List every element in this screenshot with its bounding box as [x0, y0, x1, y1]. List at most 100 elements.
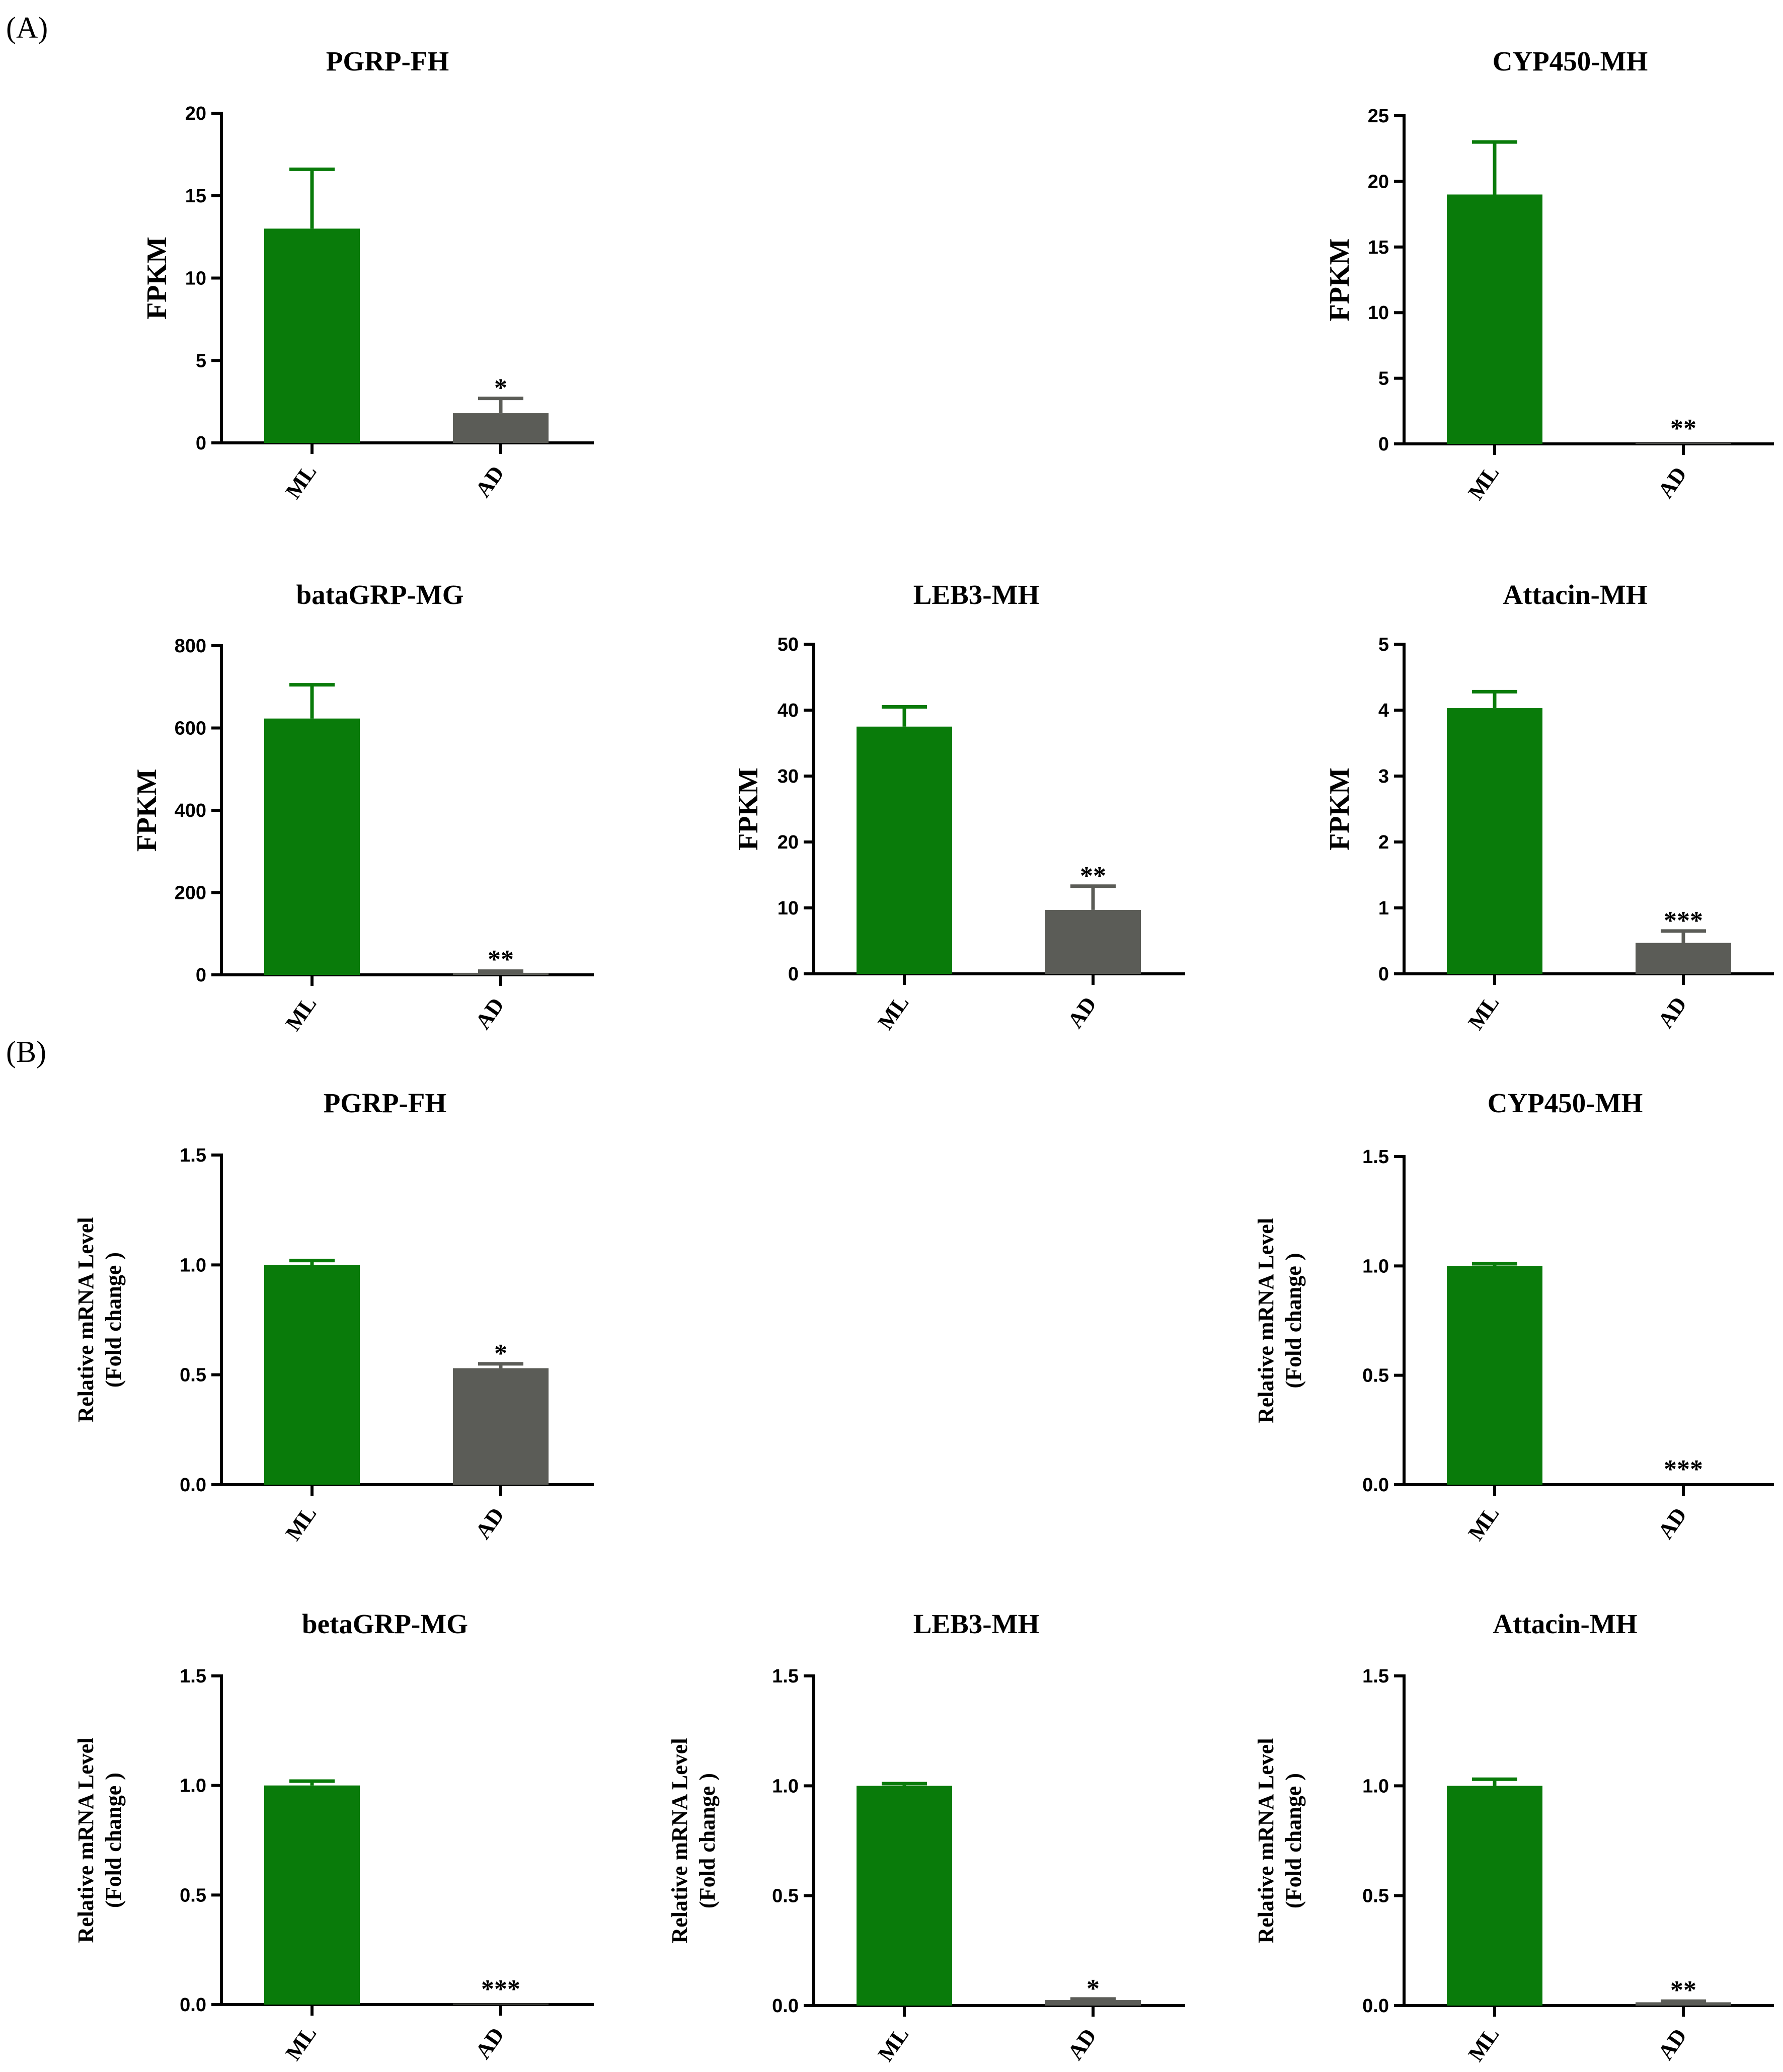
- charts-container: PGRP-FH05101520FPKMML*ADCYP450-MH0510152…: [73, 46, 1774, 2066]
- y-tick-label: 1.0: [180, 1776, 206, 1797]
- category-label-ad: AD: [1653, 463, 1692, 503]
- y-tick-label: 1.0: [180, 1255, 206, 1276]
- category-label-ad: AD: [1653, 992, 1692, 1033]
- significance-label: **: [488, 945, 514, 974]
- bar-ml: [1447, 708, 1542, 974]
- y-tick-label: 1.0: [1362, 1256, 1389, 1277]
- significance-label: ***: [481, 1975, 520, 2004]
- error-bar-ml: [289, 683, 335, 719]
- y-tick-label: 5: [1378, 368, 1389, 390]
- chart-title: CYP450-MH: [1488, 1088, 1643, 1118]
- y-tick-label: 1.5: [180, 1145, 206, 1166]
- y-tick-label: 25: [1368, 106, 1389, 127]
- significance-label: **: [1670, 414, 1696, 443]
- bar-ml: [264, 718, 360, 975]
- y-tick-label: 0.0: [772, 1996, 799, 2017]
- category-label-ad: AD: [471, 993, 509, 1034]
- chart-title: LEB3-MH: [913, 1608, 1040, 1639]
- y-axis-label-line-1: Relative mRNA Level: [73, 1217, 98, 1422]
- y-tick-label: 4: [1378, 700, 1389, 721]
- error-bar-ml: [1472, 689, 1517, 709]
- bar-ad: [1636, 443, 1731, 444]
- chart-8: betaGRP-MG 0.0 0.5 1.0 1.5 Relative mRNA Leve…: [73, 1608, 594, 2065]
- y-axis-label-line-2: (Fold change ): [695, 1773, 720, 1908]
- bar-ml: [857, 1786, 952, 2006]
- y-axis-label-line-1: Relative mRNA Level: [73, 1737, 98, 1943]
- y-tick-label: 5: [196, 350, 206, 371]
- bar-ml: [1447, 1266, 1542, 1485]
- category-label-ml: ML: [1463, 991, 1504, 1034]
- y-tick-label: 0.0: [1362, 1996, 1389, 2017]
- error-bar-ad: [1661, 1999, 1706, 2003]
- y-tick-label: 0: [196, 433, 206, 454]
- error-bar-ad: [478, 397, 523, 414]
- y-tick-label: 1.0: [1362, 1776, 1389, 1797]
- error-bar-ml: [289, 167, 335, 229]
- error-bar-ad: [1070, 884, 1116, 910]
- bar-ad: [453, 2003, 549, 2005]
- y-tick-label: 50: [778, 634, 799, 655]
- category-label-ad: AD: [1653, 1503, 1692, 1544]
- y-tick-label: 800: [175, 636, 206, 657]
- y-tick-label: 40: [778, 700, 799, 721]
- chart-1: PGRP-FH 0 5 10 15 20 FPKM ML * AD: [141, 46, 594, 503]
- significance-label: ***: [1664, 906, 1703, 935]
- y-tick-label: 1.5: [180, 1666, 206, 1687]
- chart-title: CYP450-MH: [1493, 46, 1648, 76]
- y-tick-label: 1.5: [1362, 1666, 1389, 1687]
- y-tick-label: 0: [1378, 964, 1389, 985]
- chart-title: bataGRP-MG: [296, 579, 463, 610]
- y-tick-label: 20: [1368, 171, 1389, 192]
- significance-label: *: [494, 374, 507, 403]
- chart-title: Attacin-MH: [1503, 579, 1647, 610]
- bar-ad: [1045, 2000, 1141, 2006]
- y-tick-label: 30: [778, 766, 799, 787]
- category-label-ml: ML: [1463, 2023, 1504, 2066]
- significance-label: **: [1080, 862, 1106, 890]
- y-tick-label: 1.5: [772, 1666, 799, 1687]
- error-bar-ad: [478, 1362, 523, 1368]
- y-tick-label: 0: [196, 965, 206, 986]
- category-label-ad: AD: [471, 462, 509, 502]
- chart-title: PGRP-FH: [324, 1088, 446, 1118]
- y-tick-label: 1: [1378, 898, 1389, 919]
- chart-6: PGRP-FH 0.0 0.5 1.0 1.5 Relative mRNA Level (F…: [73, 1088, 594, 1545]
- chart-title: LEB3-MH: [913, 579, 1040, 610]
- y-tick-label: 0.5: [180, 1885, 206, 1906]
- bar-ml: [264, 1785, 360, 2005]
- bar-ad: [453, 413, 549, 443]
- error-bar-ml: [289, 1259, 335, 1265]
- category-label-ml: ML: [281, 2022, 322, 2065]
- bar-ad: [453, 1368, 549, 1485]
- y-axis-label-line-2: (Fold change ): [101, 1773, 126, 1908]
- y-axis-label: FPKM: [1324, 768, 1355, 851]
- chart-title: betaGRP-MG: [302, 1608, 468, 1639]
- chart-5: Attacin-MH 0 1 2 3 4 5 FPKM ML *** AD: [1324, 579, 1774, 1034]
- y-tick-label: 0.0: [180, 1994, 206, 2016]
- error-bar-ml: [882, 1782, 927, 1786]
- chart-title: PGRP-FH: [326, 46, 449, 76]
- error-bar-ml: [1472, 1777, 1517, 1786]
- y-tick-label: 1.0: [772, 1776, 799, 1797]
- y-tick-label: 0: [1378, 434, 1389, 455]
- error-bar-ml: [882, 705, 927, 727]
- category-label-ad: AD: [1063, 2024, 1102, 2064]
- y-tick-label: 10: [778, 898, 799, 919]
- y-axis-label: FPKM: [1324, 239, 1355, 322]
- significance-label: *: [1087, 1974, 1100, 2003]
- bar-ml: [1447, 1786, 1542, 2006]
- y-axis-label-line-1: Relative mRNA Level: [1254, 1218, 1278, 1423]
- error-bar-ml: [289, 1779, 335, 1786]
- category-label-ml: ML: [1463, 1502, 1504, 1545]
- bar-ad: [453, 972, 549, 975]
- y-tick-label: 15: [1368, 237, 1389, 258]
- y-tick-label: 20: [778, 832, 799, 853]
- y-axis-label-line-1: Relative mRNA Level: [667, 1738, 692, 1943]
- y-tick-label: 200: [175, 883, 206, 904]
- bar-ad: [1045, 909, 1141, 974]
- significance-label: **: [1670, 1976, 1696, 2005]
- y-tick-label: 0.0: [1362, 1475, 1389, 1496]
- error-bar-ml: [1472, 1262, 1517, 1266]
- y-tick-label: 20: [185, 103, 206, 124]
- category-label-ad: AD: [471, 1503, 509, 1544]
